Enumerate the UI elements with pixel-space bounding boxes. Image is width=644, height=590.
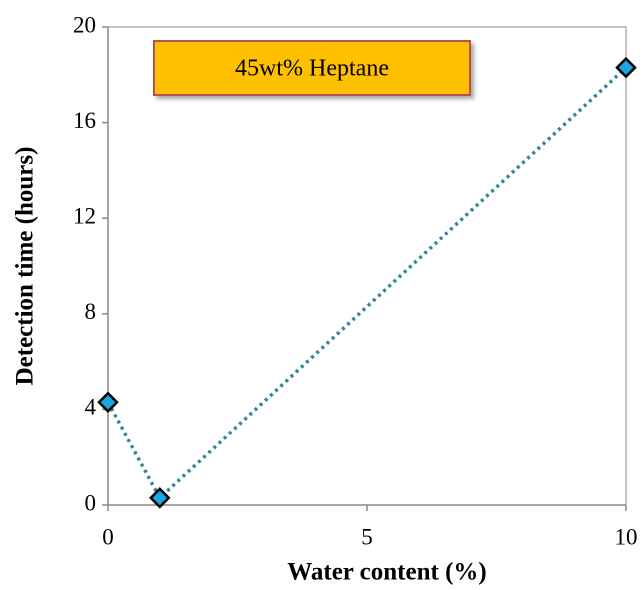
y-axis-title: Detection time (hours): [12, 147, 39, 386]
data-line: [106, 66, 628, 501]
data-point: [149, 487, 171, 509]
x-tick-label: 0: [102, 524, 114, 549]
data-point: [615, 56, 637, 79]
annotation: 45wt% Heptane: [235, 56, 389, 82]
y-tick-label: 8: [85, 299, 97, 324]
x-tick-label: 10: [615, 524, 638, 549]
y-tick-label: 20: [73, 12, 96, 37]
data-point: [97, 391, 119, 413]
y-tick-label: 0: [85, 490, 97, 515]
x-axis-title: Water content (%): [287, 559, 487, 586]
y-tick-label: 4: [85, 395, 97, 420]
plot-frame: [107, 26, 627, 506]
y-tick-label: 12: [73, 203, 96, 228]
annotation-box: [153, 40, 471, 96]
x-tick-label: 5: [361, 524, 373, 549]
y-tick-label: 16: [73, 108, 96, 133]
